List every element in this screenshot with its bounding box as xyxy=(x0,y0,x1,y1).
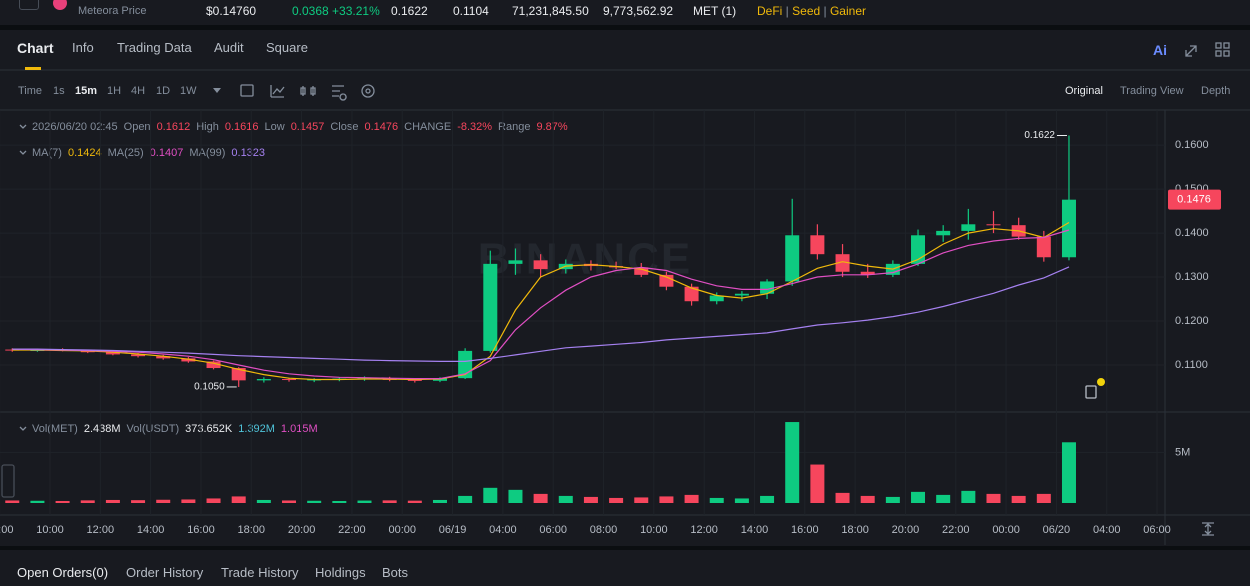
price-change: 0.0368 +33.21% xyxy=(292,4,380,18)
last-price: $0.14760 xyxy=(206,4,257,18)
view-option[interactable]: Original xyxy=(1065,85,1103,97)
legend-label: Low xyxy=(264,121,285,133)
legend-label: MA(7) xyxy=(32,147,62,159)
interval[interactable]: 1s xyxy=(53,85,65,97)
tab[interactable]: Audit xyxy=(214,40,244,55)
ma-legend: MA(7) 0.1424 MA(25) 0.1407 MA(99) 0.1323 xyxy=(32,147,265,159)
legend-date: 2026/06/20 02:45 xyxy=(32,121,118,133)
interval[interactable]: 4H xyxy=(131,85,146,97)
legend-value: 9.87% xyxy=(536,121,568,133)
legend-value: 0.1323 xyxy=(231,147,266,159)
legend-label: MA(25) xyxy=(107,147,144,159)
tag[interactable]: Seed xyxy=(792,4,821,18)
orders-tab[interactable]: Order History xyxy=(126,565,204,580)
interval[interactable]: 1D xyxy=(156,85,171,97)
symbol: MET (1) xyxy=(693,4,737,18)
interval[interactable]: 1W xyxy=(180,85,197,97)
volume-legend: Vol(MET) 2.438M Vol(USDT) 373.652K 1.392M 1… xyxy=(32,423,318,435)
tab[interactable]: Chart xyxy=(17,40,54,56)
tab[interactable]: Trading Data xyxy=(117,40,192,55)
orders-panel: Open Orders(0) Order History Trade Histo… xyxy=(0,550,1250,586)
legend-label: Close xyxy=(330,121,359,133)
tab[interactable]: Square xyxy=(266,40,308,55)
legend-value: 1.015M xyxy=(280,423,318,435)
volume-base: 71,231,845.50 xyxy=(512,4,589,18)
token-icon xyxy=(53,0,67,10)
token-name[interactable]: Meteora Price xyxy=(78,5,147,17)
low-24h: 0.1104 xyxy=(453,4,489,18)
ohlc-legend: 2026/06/20 02:45 Open 0.1612 High 0.1616 L… xyxy=(32,121,568,133)
volume-quote: 9,773,562.92 xyxy=(603,4,674,18)
ai-button[interactable]: Ai xyxy=(1153,42,1167,58)
orders-tab[interactable]: Holdings xyxy=(315,565,366,580)
view-option[interactable]: Depth xyxy=(1201,85,1231,97)
legend-label: Vol(USDT) xyxy=(126,423,180,435)
orders-tab[interactable]: Open Orders(0) xyxy=(17,565,109,580)
interval[interactable]: 15m xyxy=(75,85,98,97)
orders-tab[interactable]: Trade History xyxy=(221,565,299,580)
legend-value: 373.652K xyxy=(185,423,233,435)
legend-value: 0.1457 xyxy=(290,121,325,133)
legend-label: Vol(MET) xyxy=(32,423,78,435)
interval[interactable]: Time xyxy=(18,85,43,97)
legend-value: 0.1616 xyxy=(224,121,259,133)
legend-value: 0.1476 xyxy=(364,121,399,133)
interval[interactable]: 1H xyxy=(107,85,122,97)
legend-value: 1.392M xyxy=(238,423,275,435)
ticker-bar: Meteora Price $0.14760 0.0368 +33.21% 0.… xyxy=(0,0,1250,25)
chart-panel xyxy=(0,30,1250,546)
favorite-button[interactable] xyxy=(19,0,39,10)
legend-value: -8.32% xyxy=(457,121,493,133)
view-option[interactable]: Trading View xyxy=(1120,85,1184,97)
tab[interactable]: Info xyxy=(72,40,94,55)
legend-label: MA(99) xyxy=(189,147,226,159)
legend-value: 0.1407 xyxy=(149,147,184,159)
legend-value: 0.1424 xyxy=(67,147,102,159)
high-24h: 0.1622 xyxy=(391,4,428,18)
legend-value: 0.1612 xyxy=(156,121,191,133)
legend-value: 2.438M xyxy=(83,423,121,435)
orders-tab[interactable]: Bots xyxy=(382,565,409,580)
tag[interactable]: DeFi xyxy=(757,4,783,18)
legend-label: Range xyxy=(498,121,531,133)
legend-label: High xyxy=(196,121,219,133)
legend-label: CHANGE xyxy=(404,121,452,133)
legend-label: Open xyxy=(123,121,151,133)
tags: DeFi | Seed | Gainer xyxy=(757,4,866,18)
tag[interactable]: Gainer xyxy=(829,4,866,18)
